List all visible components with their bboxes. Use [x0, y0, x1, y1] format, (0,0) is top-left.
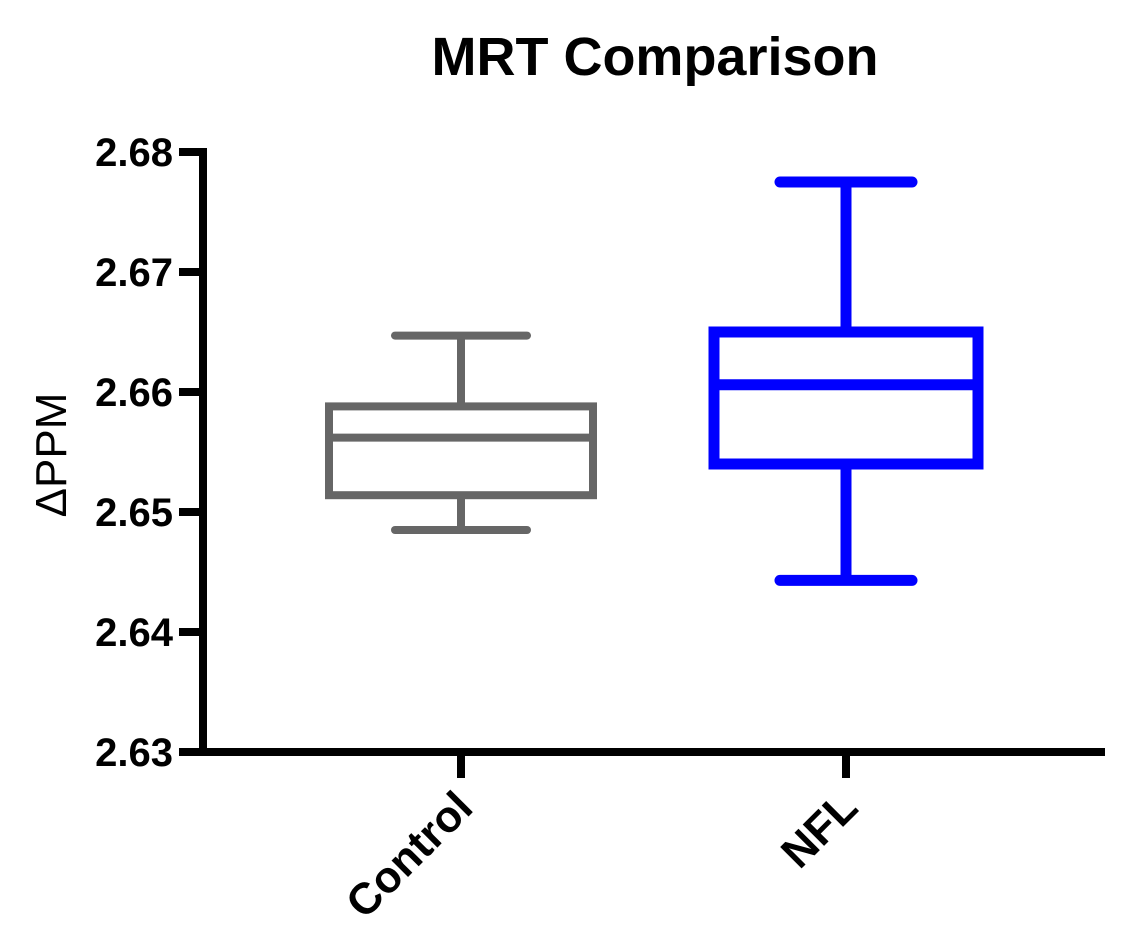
iqr-box — [708, 326, 984, 470]
y-tick-label: 2.66 — [95, 371, 173, 415]
y-axis-label: ΔPPM — [27, 393, 76, 518]
chart-title: MRT Comparison — [431, 27, 878, 87]
box-nfl — [708, 176, 984, 586]
x-axis-ticks: Control NFL — [337, 752, 867, 928]
iqr-box — [325, 402, 597, 500]
y-tick-label: 2.67 — [95, 251, 173, 295]
y-axis-ticks: 2.68 2.67 2.66 2.65 2.64 2.63 — [95, 131, 203, 775]
y-tick-label: 2.65 — [95, 491, 173, 535]
y-tick-label: 2.64 — [95, 611, 174, 655]
x-tick-label: NFL — [772, 782, 867, 877]
y-tick-label: 2.68 — [95, 131, 173, 175]
box-series — [325, 176, 984, 586]
box-control — [325, 331, 597, 534]
x-tick-label: Control — [337, 782, 482, 927]
y-tick-label: 2.63 — [95, 731, 173, 775]
